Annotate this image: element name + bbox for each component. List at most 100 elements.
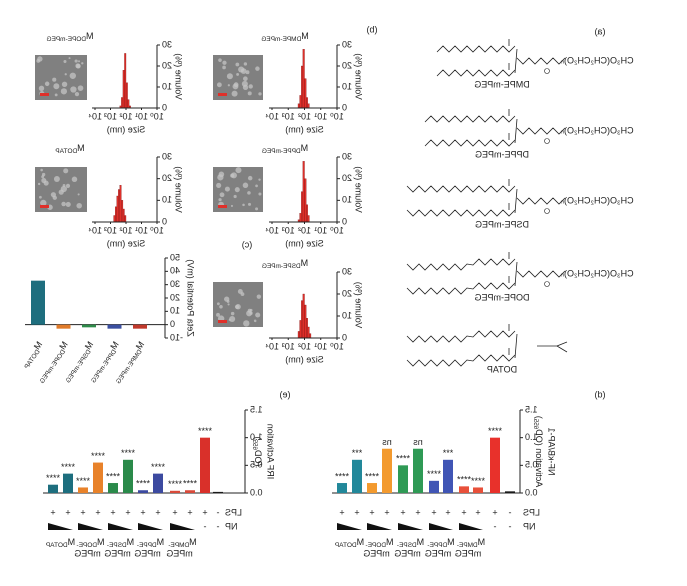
y-tick-label: 0 <box>342 102 347 112</box>
particle <box>247 308 252 313</box>
histogram-bar <box>307 326 310 339</box>
chart-title: MDOPE-mPEG <box>46 31 93 42</box>
peg-group: CH₃O(CH₂CH₂O)ₙ <box>560 195 634 205</box>
particle <box>38 85 45 92</box>
acyl-chain <box>406 185 516 193</box>
chart-title: MDOTAP <box>55 143 84 154</box>
x-tick-label: 10¹ <box>135 225 148 235</box>
bar <box>170 490 180 493</box>
bar <box>93 462 103 493</box>
phosphate <box>544 138 550 144</box>
y-tick-label: 20 <box>342 288 352 298</box>
group-label: MDPPE- <box>137 537 164 548</box>
histogram-bar <box>121 97 124 109</box>
particle <box>235 62 240 67</box>
particle <box>78 60 81 63</box>
label-main: M <box>32 340 44 352</box>
y-tick-label: 1.0 <box>250 432 263 442</box>
lps-sign: + <box>369 507 374 517</box>
y-axis-label-line2: (OD655) <box>251 436 262 466</box>
bar <box>108 483 118 493</box>
particle <box>63 168 69 174</box>
y-tick-label: 30 <box>162 39 172 49</box>
acyl-chain <box>406 330 516 343</box>
particle <box>236 73 240 76</box>
significance-label: *** <box>442 448 453 458</box>
acyl-chain <box>424 139 516 147</box>
significance-label: **** <box>396 454 411 464</box>
dose-wedge <box>138 523 163 530</box>
x-tick-label: 10² <box>119 111 132 121</box>
y-axis-label: Volume (%) <box>354 53 364 100</box>
particle <box>230 172 237 179</box>
label-main: M <box>77 143 85 153</box>
chart-title: MDMPE-mPEG <box>261 31 308 42</box>
np-sign: - <box>217 521 220 531</box>
particle <box>218 198 222 202</box>
particle <box>77 85 84 91</box>
x-tick-label: 10² <box>298 225 311 235</box>
structure-label: DPPE-mPEG <box>475 149 529 159</box>
panel-label: (c) <box>242 239 253 249</box>
y-tick-label: 30 <box>162 151 172 161</box>
bar <box>31 280 45 325</box>
particle <box>219 192 225 198</box>
dose-wedge <box>337 523 362 530</box>
particle <box>248 84 253 89</box>
dose-wedge <box>48 523 73 530</box>
y-tick-label: 10 <box>342 81 352 91</box>
particle <box>224 186 230 192</box>
label-subscript: DSPE-mPEG <box>262 263 301 270</box>
bar <box>443 459 453 493</box>
particle <box>70 86 77 93</box>
bar <box>138 490 148 493</box>
bar <box>153 473 163 493</box>
y-tick-label: 30 <box>342 151 352 161</box>
histogram-bar <box>122 70 125 109</box>
particle <box>235 167 242 174</box>
group-label-line2: mPEG <box>166 548 193 558</box>
particle <box>243 62 248 66</box>
y-tick-label: 30 <box>170 279 180 289</box>
significance-label: **** <box>198 426 213 436</box>
group-label-line2: mPEG <box>104 548 131 558</box>
label-main: M <box>301 31 309 41</box>
particle <box>243 76 248 82</box>
particle <box>43 180 49 186</box>
label-subscript: DPPE- <box>137 542 157 549</box>
mirrored-figure: (a) (b) (c) (d) (e) DMPE-mPEG CH₃O(CH₂CH₂O)ₙ DP… <box>23 24 634 558</box>
y-tick-label: 40 <box>170 266 180 276</box>
y-tick-label: 30 <box>342 266 352 276</box>
label-main: M <box>301 258 309 268</box>
phosphate <box>544 281 550 287</box>
label-subscript: 655 <box>251 439 258 450</box>
group-label-line2: mPEG <box>425 548 452 558</box>
particle <box>255 184 258 188</box>
y-tick-label: 10 <box>342 310 352 320</box>
lps-label: LPS <box>225 507 242 517</box>
histogram-bar <box>119 185 122 223</box>
particle <box>216 82 222 88</box>
significance-label: **** <box>471 476 486 486</box>
label-main: M <box>157 537 165 547</box>
y-axis-label: Volume (%) <box>174 166 184 213</box>
lps-sign: + <box>65 507 70 517</box>
label-subscript: DOPE- <box>77 542 98 549</box>
lps-sign: + <box>354 507 359 517</box>
group-label-line2: mPEG <box>363 548 390 558</box>
label-end: ) <box>534 416 544 419</box>
particle <box>77 193 80 196</box>
histogram-bar <box>306 204 308 223</box>
bar <box>185 490 195 493</box>
particle <box>217 174 224 181</box>
lps-sign: + <box>461 507 466 517</box>
bar <box>337 483 347 493</box>
y-tick-label: 50 <box>170 252 180 262</box>
bar <box>505 491 515 493</box>
x-tick-label: 10⁴ <box>88 225 102 235</box>
lps-sign: + <box>110 507 115 517</box>
np-sign: - <box>494 521 497 531</box>
particle <box>60 88 68 95</box>
y-tick-label: -10 <box>170 332 183 342</box>
